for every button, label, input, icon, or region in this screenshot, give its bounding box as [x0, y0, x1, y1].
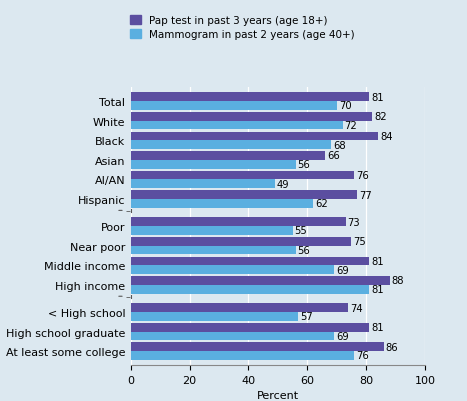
Text: 68: 68: [333, 140, 346, 150]
Bar: [131, 265, 334, 274]
Text: 56: 56: [297, 160, 311, 170]
Bar: [131, 332, 334, 340]
Bar: [131, 237, 352, 246]
Text: 82: 82: [374, 112, 387, 122]
Bar: [131, 323, 369, 332]
Text: 76: 76: [356, 170, 369, 180]
Text: 55: 55: [295, 226, 307, 236]
Bar: [131, 276, 389, 285]
Text: 49: 49: [277, 179, 290, 189]
Text: –: –: [126, 206, 131, 216]
Bar: [131, 342, 384, 351]
Bar: [131, 93, 369, 102]
Text: 69: 69: [336, 265, 348, 275]
Bar: [131, 152, 325, 160]
Text: 81: 81: [371, 256, 384, 266]
X-axis label: Percent: Percent: [257, 390, 299, 400]
Bar: [131, 141, 331, 150]
Bar: [131, 102, 337, 111]
Text: 73: 73: [347, 217, 360, 227]
Bar: [131, 160, 296, 169]
Text: 86: 86: [386, 342, 398, 352]
Bar: [131, 304, 348, 312]
Text: 81: 81: [371, 322, 384, 332]
Bar: [131, 113, 372, 122]
Text: 74: 74: [351, 303, 363, 313]
Bar: [131, 285, 369, 294]
Text: 66: 66: [327, 151, 340, 161]
Legend: Pap test in past 3 years (age 18+), Mammogram in past 2 years (age 40+): Pap test in past 3 years (age 18+), Mamm…: [130, 16, 354, 40]
Text: 81: 81: [371, 93, 384, 103]
Text: 76: 76: [356, 350, 369, 360]
Text: 69: 69: [336, 331, 348, 341]
Bar: [131, 227, 292, 235]
Text: 88: 88: [392, 276, 404, 286]
Text: 75: 75: [354, 237, 366, 247]
Bar: [131, 246, 296, 255]
Text: 77: 77: [360, 190, 372, 200]
Bar: [131, 132, 378, 141]
Text: 62: 62: [315, 199, 328, 209]
Bar: [131, 122, 343, 130]
Bar: [131, 351, 354, 360]
Bar: [131, 180, 275, 188]
Text: 84: 84: [380, 132, 392, 142]
Text: 81: 81: [371, 284, 384, 294]
Bar: [131, 191, 357, 199]
Bar: [131, 218, 346, 227]
Bar: [131, 199, 313, 208]
Text: 70: 70: [339, 101, 351, 111]
Bar: [131, 312, 298, 321]
Bar: [131, 257, 369, 265]
Text: –: –: [126, 292, 131, 302]
Text: 57: 57: [301, 312, 313, 322]
Text: 72: 72: [345, 121, 357, 131]
Bar: [131, 171, 354, 180]
Text: 56: 56: [297, 245, 311, 255]
